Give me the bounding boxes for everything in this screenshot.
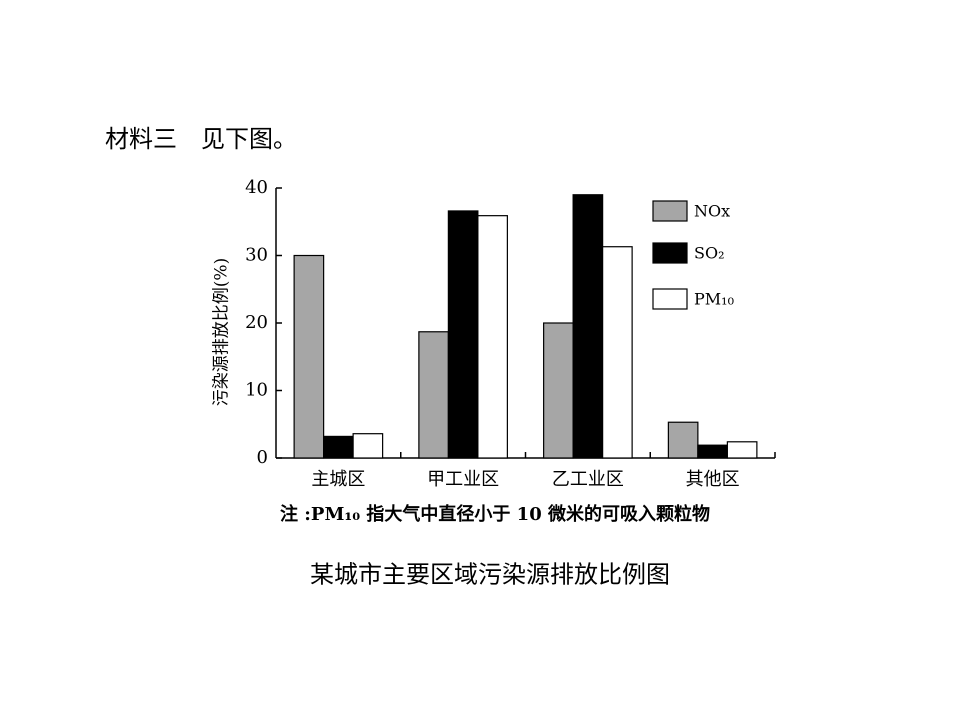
legend-swatch [652, 288, 688, 310]
y-tick-label: 30 [245, 245, 268, 266]
bar [293, 254, 325, 459]
bar [602, 246, 633, 459]
bar [697, 444, 728, 459]
bar [477, 215, 508, 459]
legend-swatch [652, 242, 688, 264]
legend-label: SO₂ [694, 244, 725, 263]
note: 注 :PM₁₀ 指大气中直径小于 10 微米的可吸入颗粒物 [280, 503, 710, 525]
bar [323, 435, 354, 459]
bar [352, 433, 384, 459]
x-tick-label: 甲工业区 [427, 469, 499, 490]
heading: 材料三 见下图。 [105, 125, 297, 153]
bar [543, 322, 574, 459]
caption: 某城市主要区域污染源排放比例图 [310, 561, 670, 589]
x-tick-label: 乙工业区 [552, 469, 624, 490]
y-axis-label: 污染源排放比例(%) [212, 258, 232, 406]
x-tick-label: 主城区 [311, 469, 365, 490]
bar [447, 210, 479, 459]
bar [418, 331, 449, 459]
x-tick-label: 其他区 [686, 469, 740, 490]
y-tick-label: 0 [257, 447, 268, 468]
bar [726, 441, 758, 459]
bar [667, 421, 699, 459]
y-tick-label: 40 [245, 177, 268, 198]
y-tick-label: 20 [245, 312, 268, 333]
y-tick-label: 10 [245, 380, 268, 401]
legend-swatch [652, 200, 688, 222]
legend-label: NOx [694, 202, 730, 221]
bar [572, 194, 604, 459]
legend-label: PM₁₀ [694, 290, 734, 309]
